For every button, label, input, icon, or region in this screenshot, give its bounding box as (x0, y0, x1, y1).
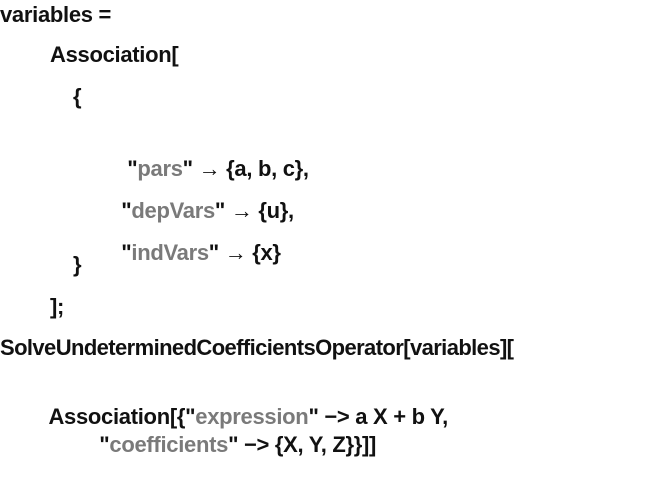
quote: " (99, 432, 110, 457)
rule-rest: " −> {X, Y, Z}}]] (228, 432, 377, 457)
code-line-8: ]; (50, 294, 65, 319)
code-line-5: "depVars" → {u}, (98, 166, 294, 223)
code-line-1: variables = (0, 2, 112, 27)
string-indVars: indVars (131, 240, 209, 265)
code-line-11: "coefficients" −> {X, Y, Z}}]] (76, 400, 376, 457)
rule-rest: " → {x} (208, 240, 281, 265)
code-line-6: "indVars" → {x} (98, 208, 281, 265)
code-line-7: } (73, 252, 82, 277)
string-pars: pars (137, 156, 183, 181)
association-head: Association[{" (48, 404, 196, 429)
rule-rest: " −> a X + b Y, (308, 404, 448, 429)
quote: " (121, 198, 132, 223)
string-depVars: depVars (131, 198, 215, 223)
code-line-2: Association[ (50, 42, 179, 67)
code-line-9: SolveUndeterminedCoefficientsOperator[va… (0, 335, 514, 360)
string-coefficients: coefficients (109, 432, 229, 457)
code-line-3: { (73, 84, 82, 109)
rule-rest: " → {a, b, c}, (182, 156, 309, 181)
rule-rest: " → {u}, (214, 198, 294, 223)
string-expression: expression (195, 404, 309, 429)
quote: " (127, 156, 138, 181)
code-line-10: Association[{"expression" −> a X + b Y, (26, 372, 448, 429)
notebook-input-cell[interactable]: variables = Association[ { "pars" → {a, … (0, 0, 646, 457)
code-line-4: "pars" → {a, b, c}, (104, 124, 309, 181)
quote: " (121, 240, 132, 265)
